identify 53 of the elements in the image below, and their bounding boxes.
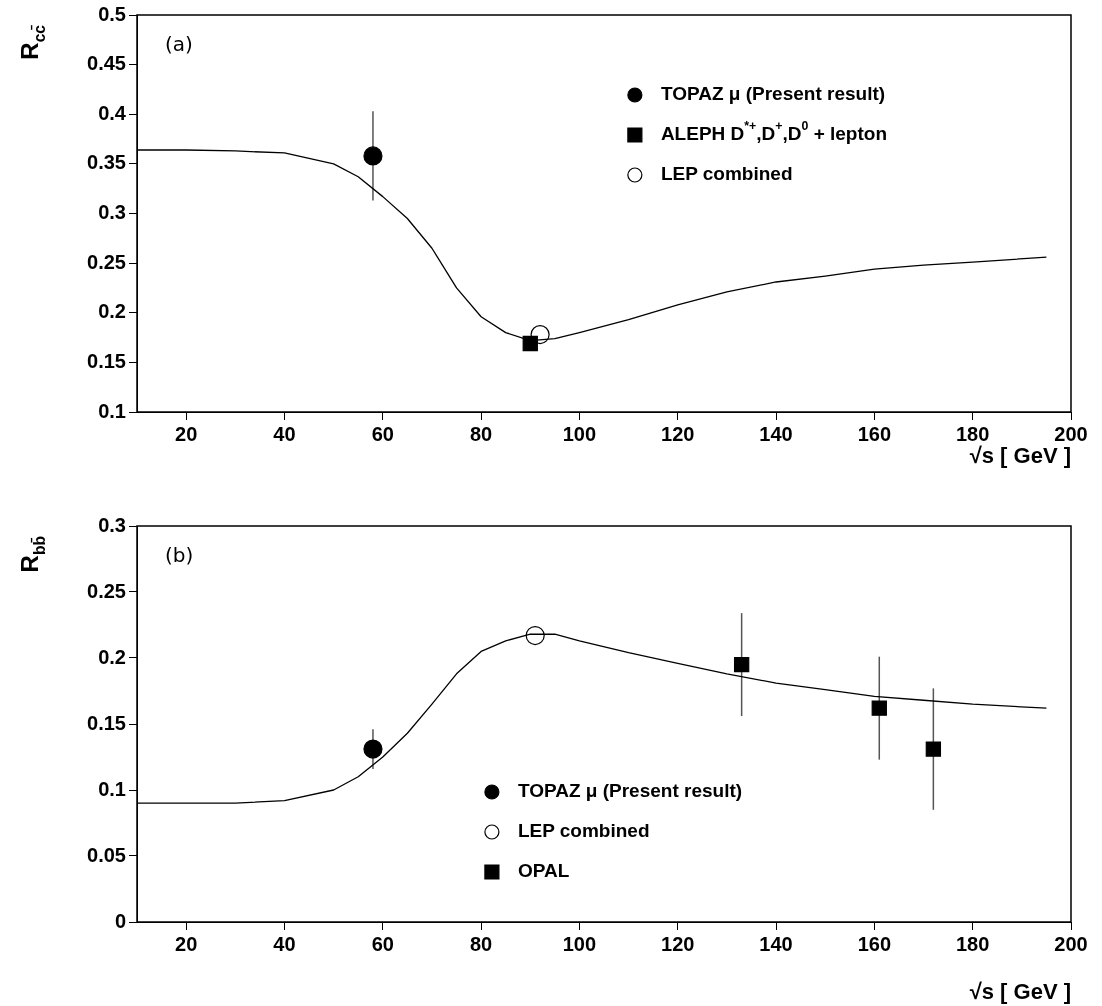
point	[363, 739, 383, 759]
point	[363, 146, 383, 166]
annotation: (b)	[165, 543, 194, 567]
x-tick-label: 20	[175, 932, 198, 955]
annotation: (a)	[165, 32, 193, 56]
x-tick-label: 140	[759, 932, 793, 955]
legend-label: LEP combined	[660, 163, 793, 185]
legend-label: TOPAZ μ (Present result)	[660, 83, 886, 105]
y-tick-label: 0.1	[98, 399, 126, 422]
y-tick-label: 0.2	[98, 645, 126, 668]
x-tick-label: 140	[759, 422, 793, 445]
x-axis-title: √s [ GeV ]	[969, 442, 1071, 468]
x-tick-label: 60	[371, 422, 394, 445]
y-axis-title: Rcc̄	[16, 24, 49, 60]
y-tick-label: 0.45	[87, 52, 126, 75]
x-tick-label: 40	[273, 932, 296, 955]
y-tick-label: 0.35	[87, 151, 126, 174]
y-tick-label: 0.5	[98, 2, 126, 25]
x-tick-label: 200	[1054, 932, 1088, 955]
y-tick-label: 0.3	[98, 513, 126, 536]
y-axis-title: Rbb̄	[16, 535, 49, 573]
y-tick-label: 0.1	[98, 777, 126, 800]
x-tick-label: 120	[661, 422, 695, 445]
x-tick-label: 180	[956, 932, 990, 955]
x-tick-label: 100	[562, 422, 597, 445]
point	[871, 700, 887, 716]
x-tick-label: 100	[562, 932, 597, 955]
legend-label: OPAL	[517, 860, 570, 882]
point	[733, 656, 750, 673]
x-tick-label: 60	[371, 932, 394, 955]
y-tick-label: 0.25	[87, 250, 126, 273]
x-tick-label: 80	[469, 932, 493, 955]
y-tick-label: 0.15	[87, 349, 126, 372]
y-tick-label: 0.15	[87, 711, 126, 734]
point	[525, 625, 545, 646]
y-tick-label: 0	[114, 909, 126, 932]
x-tick-label: 180	[956, 422, 990, 445]
legend-label: LEP combined	[517, 820, 650, 842]
x-tick-label: 80	[469, 422, 493, 445]
y-tick-label: 0.25	[87, 579, 126, 602]
x-tick-label: 160	[857, 422, 892, 445]
y-tick-label: 0.2	[98, 300, 126, 323]
x-tick-label: 160	[857, 932, 892, 955]
legend-label: TOPAZ μ (Present result)	[517, 780, 743, 802]
x-tick-label: 20	[175, 422, 198, 445]
y-tick-label: 0.3	[98, 201, 126, 224]
x-tick-label: 40	[273, 422, 296, 445]
x-tick-label: 200	[1054, 422, 1088, 445]
x-tick-label: 120	[661, 932, 695, 955]
point	[925, 741, 942, 757]
x-axis-title: √s [ GeV ]	[969, 978, 1071, 1004]
y-tick-label: 0.4	[98, 101, 127, 124]
y-tick-label: 0.05	[87, 843, 126, 866]
